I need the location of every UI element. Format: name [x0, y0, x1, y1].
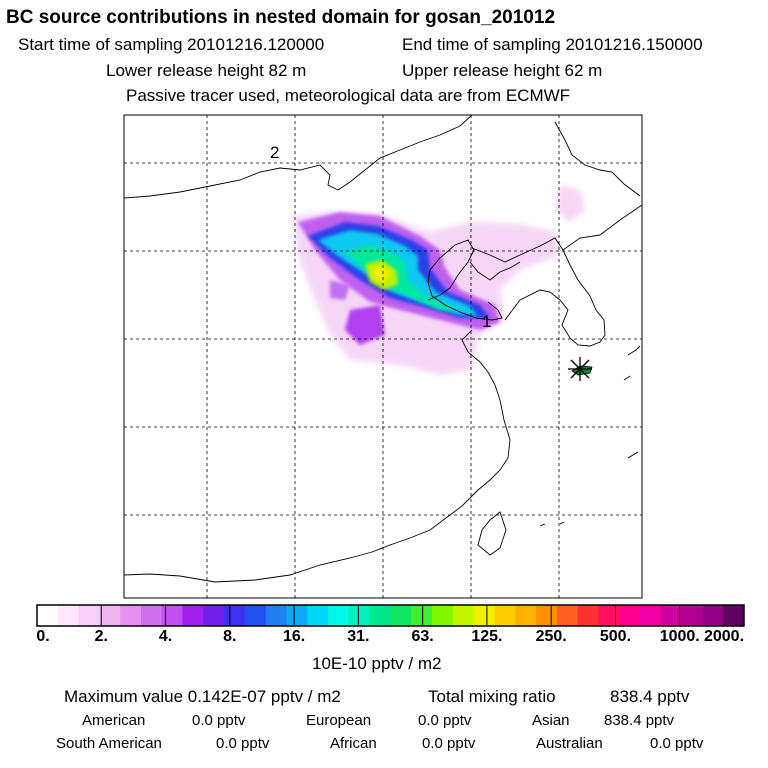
colorbar-swatch	[681, 605, 703, 626]
colorbar-swatch	[140, 605, 163, 626]
american-label: American	[82, 712, 146, 729]
tracer-note: Passive tracer used, meteorological data…	[126, 86, 571, 105]
colorbar-tick-label: 2.	[94, 628, 108, 645]
colorbar-swatch	[78, 605, 100, 626]
map-label-1: 1	[482, 312, 491, 331]
start-time-label: Start time of sampling 20101216.120000	[18, 35, 325, 54]
plume-green	[345, 245, 458, 310]
total-mixing-ratio-value: 838.4 pptv	[610, 687, 690, 706]
colorbar-tick-label: 125.	[471, 628, 503, 645]
african-label: African	[330, 735, 377, 752]
plume-patch	[555, 185, 585, 222]
colorbar-swatch	[473, 605, 495, 626]
colorbar-swatch	[619, 605, 641, 626]
plume-purple-3	[330, 280, 350, 300]
african-value: 0.0 pptv	[422, 735, 476, 752]
colorbar-swatch	[452, 605, 475, 626]
colorbar-swatch	[411, 605, 433, 626]
receptor-asterisk-icon	[568, 357, 592, 381]
map-label-2: 2	[270, 143, 279, 162]
colorbar-tick-label: 0.	[36, 628, 50, 645]
colorbar-tick-label: 4.	[158, 628, 173, 645]
concentration-plume	[292, 185, 585, 375]
colorbar-tick-label: 8.	[223, 628, 237, 645]
colorbar-tick-label: 250.	[535, 628, 567, 645]
colorbar-swatch	[577, 605, 599, 626]
australian-value: 0.0 pptv	[650, 735, 704, 752]
plume-purple-2	[345, 305, 385, 345]
european-label: European	[306, 712, 372, 729]
colorbar-swatch	[203, 605, 225, 626]
maximum-value-label: Maximum value 0.142E-07 pptv / m2	[64, 687, 341, 706]
south-american-label: South American	[56, 735, 162, 752]
colorbar-swatch	[556, 605, 579, 626]
colorbar-tick-label: 1000.	[659, 628, 700, 645]
lat-lon-grid	[124, 115, 642, 598]
colorbar-tick-label: 500.	[599, 628, 632, 645]
colorbar-tick-label: 31.	[347, 628, 370, 645]
colorbar-swatch	[390, 605, 412, 626]
colorbar-swatch	[494, 605, 516, 626]
australian-label: Australian	[536, 735, 603, 752]
colorbar-swatch	[244, 605, 267, 626]
colorbar-swatch	[328, 605, 350, 626]
lower-height-label: Lower release height 82 m	[106, 61, 307, 80]
coastlines	[124, 115, 642, 583]
colorbar	[36, 604, 745, 627]
colorbar-swatch	[515, 605, 537, 626]
south-american-value: 0.0 pptv	[216, 735, 270, 752]
colorbar-unit: 10E-10 pptv / m2	[312, 654, 442, 673]
european-value: 0.0 pptv	[418, 712, 472, 729]
colorbar-swatch	[640, 605, 662, 626]
colorbar-swatch	[161, 605, 184, 626]
colorbar-swatch	[432, 605, 454, 626]
colorbar-tick-label: 63.	[411, 628, 434, 645]
colorbar-swatch	[723, 605, 745, 626]
american-value: 0.0 pptv	[192, 712, 246, 729]
colorbar-swatch	[120, 605, 142, 626]
end-time-label: End time of sampling 20101216.150000	[402, 35, 703, 54]
colorbar-swatch	[224, 605, 246, 626]
colorbar-swatch	[369, 605, 391, 626]
total-mixing-ratio-label: Total mixing ratio	[428, 687, 556, 706]
colorbar-tick-label: 16.	[282, 628, 306, 645]
colorbar-swatch	[702, 605, 724, 626]
colorbar-tick-label: 2000.	[703, 628, 745, 645]
colorbar-swatch	[265, 605, 288, 626]
upper-height-label: Upper release height 62 m	[402, 61, 603, 80]
colorbar-frame	[36, 604, 745, 627]
colorbar-swatch	[99, 605, 121, 626]
colorbar-swatch	[57, 605, 80, 626]
colorbar-swatch	[536, 605, 558, 626]
map-frame	[123, 114, 643, 599]
asian-label: Asian	[532, 712, 570, 729]
asian-value: 838.4 pptv	[604, 712, 675, 729]
colorbar-swatch	[182, 605, 204, 626]
colorbar-swatch	[286, 605, 308, 626]
chart-title: BC source contributions in nested domain…	[6, 7, 556, 28]
plume-maximum	[373, 267, 389, 281]
colorbar-swatch	[598, 605, 620, 626]
colorbar-swatch	[37, 605, 59, 626]
colorbar-swatch	[307, 605, 329, 626]
colorbar-swatch	[660, 605, 683, 626]
colorbar-swatch	[348, 605, 371, 626]
